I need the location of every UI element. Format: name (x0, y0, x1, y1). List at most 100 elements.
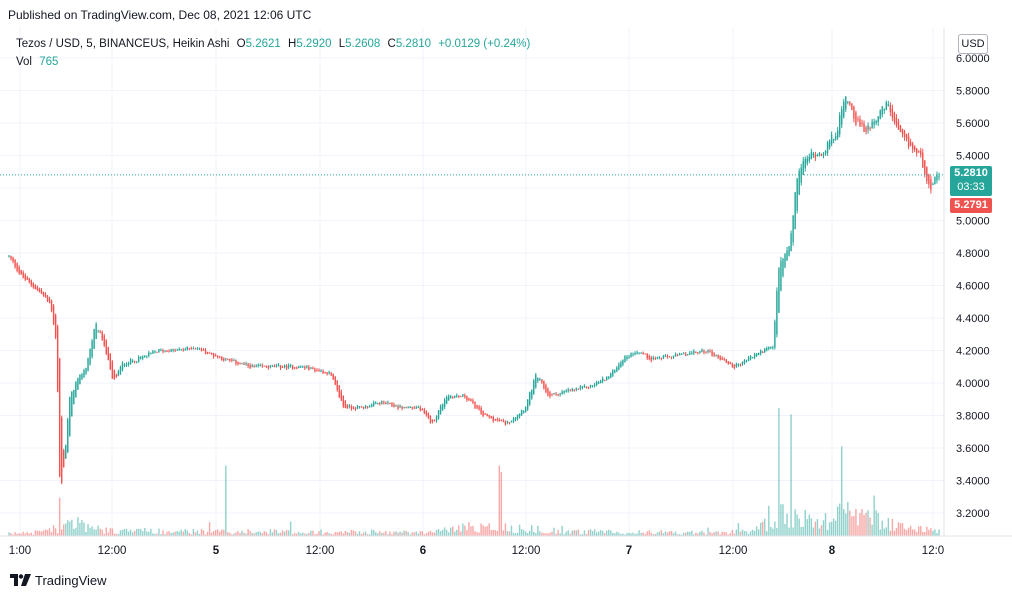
volume-bar (125, 528, 128, 536)
candle-body (832, 139, 835, 141)
volume-bar (768, 505, 770, 536)
volume-bar (403, 530, 405, 536)
volume-bar (709, 531, 711, 536)
volume-bar (95, 529, 97, 536)
open-label: O (236, 38, 246, 50)
volume-bar (46, 530, 49, 536)
volume-bar (150, 528, 152, 536)
candle-body (170, 349, 172, 352)
volume-bar (502, 530, 505, 536)
footer-branding[interactable]: TradingView (10, 571, 107, 589)
candle-body (883, 109, 885, 111)
candle-body (435, 416, 438, 421)
volume-bar (836, 506, 839, 536)
volume-bar (83, 522, 85, 536)
candle-body (381, 401, 383, 404)
candle-body (794, 192, 796, 229)
candle-body (922, 152, 924, 168)
candle-body (563, 390, 565, 393)
candle-body (20, 270, 22, 275)
price-tick-label: 5.4000 (956, 151, 990, 163)
volume-bar (867, 510, 869, 536)
candle-body (310, 367, 312, 369)
candle-body (591, 385, 594, 387)
volume-bar (312, 530, 314, 536)
volume-bar (504, 523, 507, 536)
candle-body (107, 347, 110, 361)
candle-body (42, 291, 45, 296)
candle-body (464, 395, 466, 398)
volume-bar (131, 532, 134, 536)
candle-body (251, 365, 253, 367)
candle-body (640, 352, 642, 354)
candle-body (543, 381, 545, 389)
candle-body (156, 351, 158, 353)
candle-body (484, 413, 486, 415)
volume-bar (188, 532, 191, 536)
volume-bar (441, 529, 444, 536)
candle-body (668, 356, 671, 358)
candle-body (30, 280, 33, 286)
volume-bar (514, 533, 517, 536)
volume-bar (680, 534, 683, 536)
volume-bar (622, 533, 624, 536)
candle-body (8, 255, 10, 257)
volume-bars (8, 408, 940, 536)
volume-bar (287, 530, 290, 536)
candle-body (680, 353, 683, 355)
candle-body (200, 348, 203, 352)
candle-body (853, 106, 855, 119)
candle-body (674, 354, 677, 357)
candle-body (281, 366, 284, 368)
candle-body (678, 353, 681, 356)
candle-body (557, 394, 559, 396)
volume-bar (798, 518, 800, 536)
candle-body (405, 407, 407, 409)
volume-bar (845, 513, 847, 536)
volume-bar (456, 529, 458, 536)
volume-bar (464, 525, 466, 536)
candle-body (111, 361, 114, 379)
last-price-value: 5.2810 (954, 167, 988, 179)
candle-body (56, 326, 59, 392)
volume-bar (537, 525, 539, 536)
volume-bar (342, 533, 345, 536)
volume-bar (640, 532, 642, 536)
volume-label[interactable]: Vol (16, 56, 32, 68)
candle-body (219, 356, 221, 358)
candle-body (843, 101, 845, 117)
candle-body (498, 419, 501, 422)
candle-body (255, 365, 257, 367)
volume-bar (735, 529, 738, 536)
volume-bar (551, 531, 553, 536)
candle-body (291, 365, 294, 369)
volume-bar (470, 526, 472, 536)
candle-body (180, 349, 182, 351)
price-chart[interactable]: 6.00005.80005.60005.40005.20005.00004.80… (0, 28, 1012, 568)
volume-bar (778, 408, 780, 536)
candle-body (460, 396, 462, 398)
currency-button[interactable]: USD (958, 34, 988, 54)
volume-bar (318, 531, 320, 536)
volume-bar (344, 530, 347, 536)
candle-body (881, 106, 883, 115)
volume-bar (656, 532, 659, 536)
volume-bar (227, 532, 229, 536)
candle-body (300, 366, 302, 368)
volume-bar (121, 529, 124, 536)
candle-body (699, 351, 701, 353)
candle-body (632, 354, 634, 356)
volume-bar (561, 525, 563, 536)
candle-body (105, 340, 107, 354)
candle-body (861, 122, 863, 124)
volume-bar (466, 530, 468, 536)
candle-body (10, 255, 12, 259)
candle-body (670, 356, 673, 358)
symbol-title[interactable]: Tezos / USD, 5, BINANCEUS, Heikin Ashi (16, 38, 230, 50)
volume-bar (620, 534, 622, 536)
candle-body (308, 366, 310, 371)
volume-bar (930, 528, 932, 536)
volume-bar (780, 504, 782, 536)
candle-body (81, 374, 83, 380)
candle-body (938, 176, 940, 178)
